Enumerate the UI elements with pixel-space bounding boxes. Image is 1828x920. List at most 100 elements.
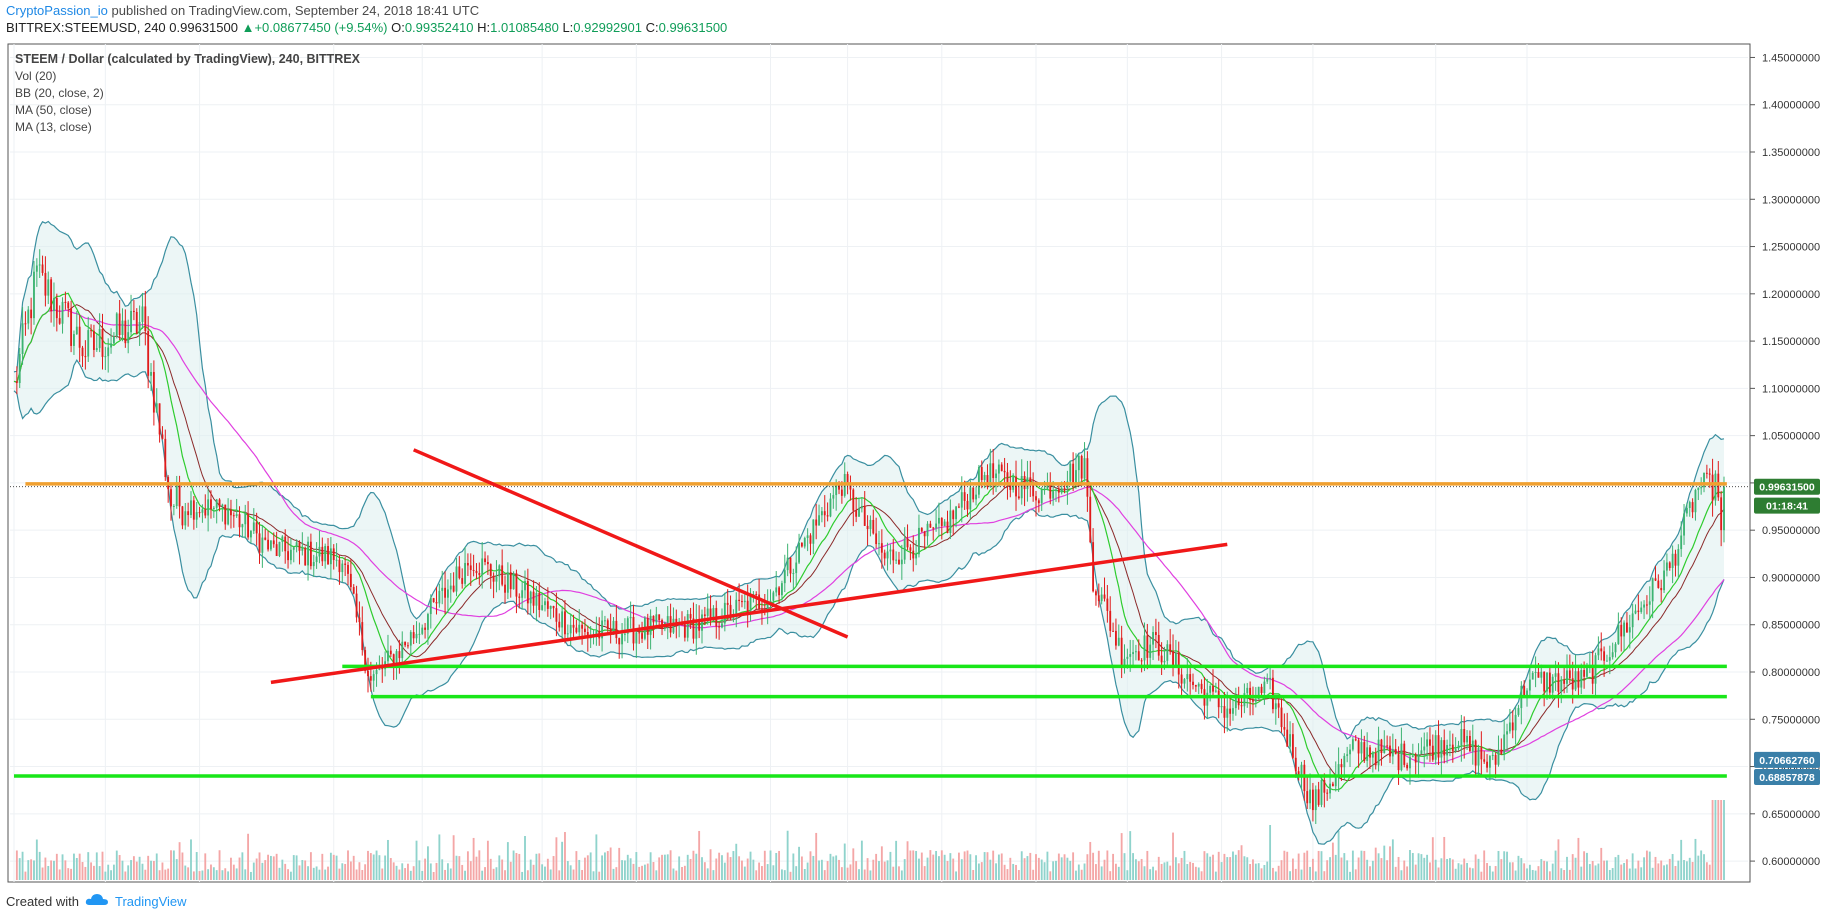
- candle-body: [1563, 679, 1566, 684]
- candle-body: [641, 633, 643, 639]
- price-chart[interactable]: 0.600000000.650000000.700000000.75000000…: [0, 42, 1828, 884]
- volume-bar: [30, 859, 33, 880]
- volume-bar: [1000, 853, 1003, 880]
- candle-body: [1183, 679, 1186, 684]
- volume-bar: [1177, 863, 1180, 880]
- candle-body: [1249, 687, 1252, 701]
- candle-body: [772, 592, 775, 601]
- candle-body: [241, 524, 244, 528]
- candle-body: [429, 598, 432, 615]
- volume-bar: [415, 840, 418, 880]
- candle-body: [93, 330, 95, 350]
- legend-item: Vol (20): [15, 69, 56, 83]
- price-tag-label: 0.99631500: [1759, 482, 1815, 494]
- candle-body: [1106, 598, 1109, 611]
- candle-body: [1089, 496, 1092, 543]
- candle-body: [401, 641, 404, 659]
- volume-bar: [729, 857, 732, 880]
- volume-bar: [1711, 800, 1714, 880]
- volume-bar: [392, 862, 395, 880]
- y-tick-label: 1.25000000: [1762, 242, 1820, 254]
- candle-body: [906, 538, 909, 548]
- volume-bar: [1543, 860, 1546, 880]
- volume-bar: [1192, 862, 1194, 880]
- candle-body: [584, 628, 586, 632]
- candle-body: [327, 546, 329, 565]
- candle-body: [835, 484, 838, 496]
- candle-body: [87, 330, 90, 357]
- candle-body: [1092, 542, 1095, 592]
- volume-bar: [1186, 864, 1189, 880]
- candle-body: [812, 519, 815, 544]
- candle-body: [1132, 652, 1134, 655]
- candle-body: [1286, 729, 1289, 747]
- trend-line: [270, 542, 1228, 685]
- candle-body: [484, 558, 486, 563]
- candle-body: [1488, 756, 1491, 768]
- candle-body: [461, 578, 464, 584]
- candle-body: [1077, 455, 1080, 471]
- volume-bar: [112, 864, 115, 880]
- volume-bar: [492, 868, 495, 880]
- volume-bar: [1015, 864, 1017, 880]
- candle-body: [1252, 700, 1254, 702]
- volume-bar: [1534, 870, 1537, 880]
- volume-bar: [261, 862, 264, 880]
- candle-body: [1645, 604, 1648, 606]
- candle-body: [949, 510, 952, 534]
- candle-body: [1374, 753, 1377, 766]
- bb-lower-line: [13, 359, 1725, 845]
- tradingview-brand[interactable]: TradingView: [114, 894, 187, 909]
- volume-bar: [692, 850, 695, 880]
- author-link[interactable]: CryptoPassion_io: [6, 3, 108, 18]
- candle-body: [218, 499, 221, 507]
- candle-body: [389, 650, 392, 655]
- last-price: 0.99631500: [169, 20, 238, 35]
- volume-bar: [475, 856, 478, 880]
- candle-body: [1366, 747, 1369, 761]
- candle-body: [989, 463, 992, 488]
- volume-bar: [1055, 860, 1057, 880]
- volume-bar: [1220, 862, 1223, 880]
- volume-bar: [1683, 860, 1685, 880]
- volume-bar: [1277, 865, 1280, 880]
- candle-body: [957, 506, 960, 508]
- volume-bar: [452, 835, 455, 880]
- candle-body: [1691, 502, 1694, 513]
- volume-bar: [1606, 860, 1608, 880]
- candle-body: [521, 590, 524, 598]
- volume-bar: [746, 858, 749, 880]
- candle-body: [1643, 604, 1645, 608]
- candle-body: [464, 563, 466, 584]
- volume-bar: [132, 856, 135, 880]
- volume-bar: [1274, 871, 1277, 880]
- candle-body: [289, 549, 292, 561]
- legend-item: MA (50, close): [15, 103, 92, 117]
- volume-bar: [983, 852, 986, 880]
- y-tick-label: 1.35000000: [1762, 147, 1820, 159]
- candle-body: [50, 279, 53, 312]
- volume-bar: [1657, 863, 1660, 880]
- volume-bar: [61, 854, 64, 880]
- candle-body: [792, 573, 795, 575]
- candle-body: [252, 522, 255, 531]
- volume-bar: [1157, 856, 1160, 880]
- volume-bar: [626, 854, 629, 880]
- candle-body: [975, 494, 977, 500]
- legend-item: STEEM / Dollar (calculated by TradingVie…: [15, 52, 361, 66]
- volume-bar: [718, 852, 721, 880]
- volume-bar: [1232, 851, 1234, 880]
- volume-bar: [952, 858, 955, 880]
- volume-bar: [1594, 865, 1597, 880]
- volume-bar: [1075, 870, 1077, 880]
- candle-body: [1311, 789, 1314, 811]
- candle-body: [1100, 594, 1103, 602]
- candle-body: [38, 264, 41, 266]
- candle-body: [1269, 677, 1272, 680]
- drawn-lines: [10, 448, 1748, 778]
- volume-bar: [926, 857, 929, 880]
- price-axis[interactable]: 0.600000000.650000000.700000000.75000000…: [1750, 52, 1820, 868]
- candle-body: [569, 624, 572, 634]
- candle-body: [295, 542, 298, 548]
- candle-body: [666, 616, 669, 623]
